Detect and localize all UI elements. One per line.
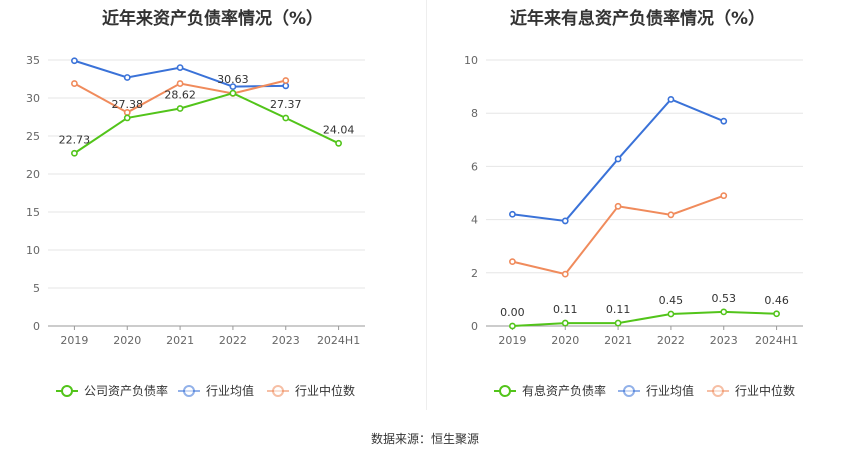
x-tick-label: 2019 bbox=[498, 334, 526, 347]
data-point-avg bbox=[176, 64, 184, 71]
data-point-company bbox=[71, 149, 78, 157]
legend-marker-avg bbox=[623, 385, 635, 397]
y-tick-label: 25 bbox=[26, 130, 40, 143]
x-tick-label: 2019 bbox=[60, 334, 88, 347]
data-source: 数据来源：恒生聚源 bbox=[370, 432, 479, 446]
data-point-median bbox=[176, 80, 184, 87]
y-tick-label: 5 bbox=[33, 282, 40, 295]
data-point-avg bbox=[282, 82, 290, 90]
data-point-avg bbox=[71, 57, 78, 65]
legend-label-median: 行业中位数 bbox=[735, 383, 795, 398]
y-tick-label: 15 bbox=[26, 206, 40, 219]
legend-marker-company bbox=[499, 385, 511, 397]
data-label: 24.04 bbox=[323, 123, 355, 136]
x-tick-label: 2021 bbox=[604, 334, 632, 347]
data-label: 0.53 bbox=[712, 292, 737, 305]
panel-divider bbox=[426, 0, 427, 410]
legend-marker-median bbox=[712, 385, 724, 397]
y-tick-label: 10 bbox=[464, 54, 478, 67]
legend-label-median: 行业中位数 bbox=[295, 383, 355, 398]
y-tick-label: 0 bbox=[33, 320, 40, 333]
x-tick-label: 2020 bbox=[113, 334, 141, 347]
data-point-company bbox=[720, 308, 728, 316]
data-point-median bbox=[561, 270, 569, 278]
data-point-company bbox=[614, 319, 622, 327]
data-label: 0.11 bbox=[553, 303, 578, 316]
data-point-company bbox=[176, 105, 184, 112]
x-tick-label: 2024H1 bbox=[755, 334, 798, 347]
data-label: 0.00 bbox=[500, 306, 525, 319]
data-label: 27.38 bbox=[112, 98, 144, 111]
data-label: 27.37 bbox=[270, 98, 302, 111]
data-point-median bbox=[71, 80, 78, 87]
data-point-company bbox=[773, 310, 780, 318]
data-label: 22.73 bbox=[59, 133, 91, 146]
chart-title-right: 近年来有息资产负债率情况（%） bbox=[509, 9, 766, 29]
data-point-avg bbox=[667, 95, 675, 103]
data-label: 0.46 bbox=[764, 294, 789, 307]
data-point-company bbox=[282, 114, 290, 122]
data-point-company bbox=[561, 319, 569, 327]
data-point-median bbox=[720, 192, 728, 200]
y-tick-label: 6 bbox=[471, 160, 478, 173]
x-tick-label: 2021 bbox=[166, 334, 194, 347]
data-point-median bbox=[282, 77, 290, 84]
data-point-median bbox=[667, 211, 675, 219]
y-tick-label: 10 bbox=[26, 244, 40, 257]
x-tick-label: 2022 bbox=[657, 334, 685, 347]
data-point-company bbox=[667, 310, 675, 318]
y-tick-label: 4 bbox=[471, 214, 478, 227]
legend-label-company: 公司资产负债率 bbox=[84, 383, 168, 398]
data-label: 28.62 bbox=[164, 88, 196, 101]
data-point-avg bbox=[614, 155, 622, 163]
data-point-avg bbox=[123, 74, 131, 81]
legend-marker-median bbox=[272, 385, 284, 397]
data-point-avg bbox=[509, 210, 516, 218]
legend-marker-avg bbox=[183, 385, 195, 397]
data-point-avg bbox=[561, 217, 569, 225]
data-point-company bbox=[229, 89, 237, 97]
x-tick-label: 2022 bbox=[219, 334, 247, 347]
y-tick-label: 8 bbox=[471, 107, 478, 120]
data-point-company bbox=[509, 322, 516, 330]
data-point-company bbox=[335, 139, 342, 147]
y-tick-label: 2 bbox=[471, 267, 478, 280]
x-tick-label: 2023 bbox=[710, 334, 738, 347]
x-tick-label: 2023 bbox=[272, 334, 300, 347]
legend-label-avg: 行业均值 bbox=[206, 383, 254, 398]
legend-label-avg: 行业均值 bbox=[646, 383, 694, 398]
legend-marker-company bbox=[61, 385, 73, 397]
data-point-avg bbox=[229, 83, 237, 90]
y-tick-label: 35 bbox=[26, 54, 40, 67]
chart-title-left: 近年来资产负债率情况（%） bbox=[101, 9, 324, 29]
data-label: 0.11 bbox=[606, 303, 631, 316]
y-tick-label: 30 bbox=[26, 92, 40, 105]
legend-label-company: 有息资产负债率 bbox=[522, 383, 606, 398]
data-point-avg bbox=[720, 117, 728, 125]
data-point-median bbox=[614, 202, 622, 210]
data-label: 30.63 bbox=[217, 73, 249, 86]
series-line-company bbox=[73, 92, 340, 155]
data-point-company bbox=[123, 114, 131, 122]
data-point-median bbox=[509, 258, 516, 266]
data-label: 0.45 bbox=[659, 294, 684, 307]
x-tick-label: 2024H1 bbox=[317, 334, 360, 347]
x-tick-label: 2020 bbox=[551, 334, 579, 347]
y-tick-label: 0 bbox=[471, 320, 478, 333]
y-tick-label: 20 bbox=[26, 168, 40, 181]
series-line-company bbox=[512, 310, 777, 327]
